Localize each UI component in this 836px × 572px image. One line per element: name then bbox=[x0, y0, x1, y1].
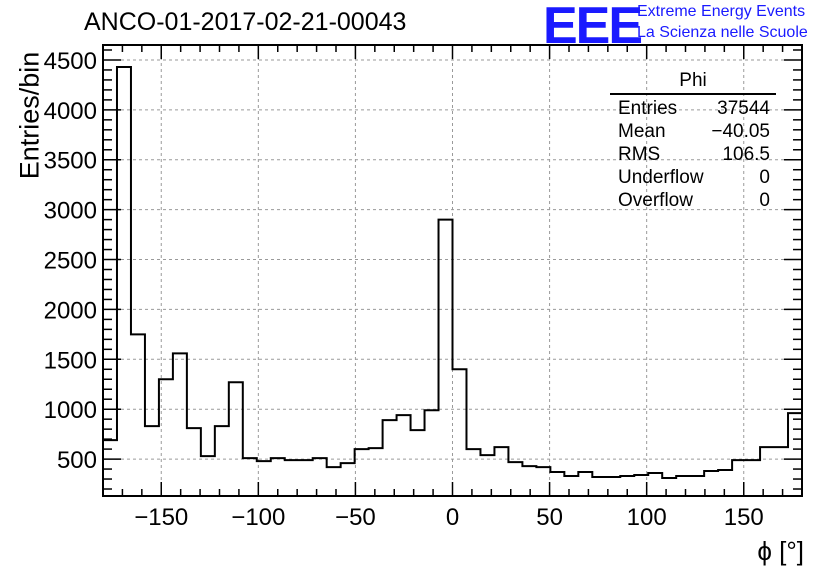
x-tick-label: 150 bbox=[724, 504, 764, 531]
stats-row-rms: RMS 106.5 bbox=[610, 143, 776, 166]
histogram-bin bbox=[117, 67, 131, 496]
histogram-bin bbox=[355, 449, 369, 496]
histogram-bin bbox=[704, 471, 718, 496]
x-tick-labels: −150 −100 −50 0 50 100 150 bbox=[134, 504, 764, 531]
stats-value: 0 bbox=[759, 190, 770, 211]
histogram-bin bbox=[425, 410, 439, 496]
y-tick-label: 2500 bbox=[44, 248, 97, 275]
y-tick-label: 500 bbox=[57, 447, 97, 474]
logo-line-2: La Scienza nelle Scuole bbox=[637, 24, 808, 41]
histogram-bin bbox=[313, 458, 327, 496]
histogram-bin bbox=[494, 447, 508, 496]
histogram-bin bbox=[327, 467, 341, 496]
stats-value: 37544 bbox=[717, 98, 770, 119]
histogram-bin bbox=[662, 478, 676, 496]
histogram-bin bbox=[229, 382, 243, 496]
eee-logo: EEE bbox=[543, 0, 643, 55]
histogram-bin bbox=[718, 470, 732, 496]
x-axis-label: ϕ [°] bbox=[757, 536, 804, 566]
stats-label: Underflow bbox=[618, 167, 704, 188]
stats-label: Mean bbox=[618, 121, 666, 142]
histogram-bin bbox=[648, 473, 662, 496]
y-tick-label: 3500 bbox=[44, 148, 97, 175]
stats-label: RMS bbox=[618, 144, 661, 165]
stats-row-mean: Mean −40.05 bbox=[610, 120, 776, 143]
stats-row-underflow: Underflow 0 bbox=[610, 166, 776, 189]
histogram-bin bbox=[215, 426, 229, 496]
stats-label: Entries bbox=[618, 98, 678, 119]
histogram-bin bbox=[131, 334, 145, 496]
y-tick-label: 2000 bbox=[44, 297, 97, 324]
histogram-bin bbox=[159, 379, 173, 496]
histogram-bin bbox=[369, 448, 383, 496]
stats-value: −40.05 bbox=[711, 121, 770, 142]
histogram-bin bbox=[243, 458, 257, 496]
x-tick-label: 100 bbox=[627, 504, 667, 531]
stats-row-overflow: Overflow 0 bbox=[610, 189, 776, 212]
histogram-bin bbox=[201, 456, 215, 496]
histogram-bin bbox=[299, 460, 313, 496]
histogram-bin bbox=[774, 447, 788, 496]
y-axis-label: Entries/bin bbox=[14, 51, 45, 180]
histogram-bin bbox=[466, 449, 480, 496]
y-tick-label: 4500 bbox=[44, 48, 97, 75]
y-tick-labels: 500 1000 1500 2000 2500 3000 3500 4000 4500 bbox=[44, 48, 97, 474]
histogram-bin bbox=[522, 466, 536, 496]
stats-row-entries: Entries 37544 bbox=[610, 97, 776, 120]
histogram-bin bbox=[788, 413, 802, 496]
x-tick-label: −150 bbox=[134, 504, 188, 531]
histogram-bin bbox=[592, 477, 606, 496]
logo-line-1: Extreme Energy Events bbox=[637, 3, 806, 20]
stats-box-title: Phi bbox=[610, 70, 776, 95]
y-tick-label: 1000 bbox=[44, 397, 97, 424]
histogram-bin bbox=[439, 220, 453, 496]
x-tick-label: 50 bbox=[536, 504, 563, 531]
y-tick-label: 1500 bbox=[44, 347, 97, 374]
x-tick-label: 0 bbox=[446, 504, 459, 531]
histogram-bin bbox=[480, 455, 494, 496]
stats-box: Phi Entries 37544 Mean −40.05 RMS 106.5 Und… bbox=[610, 70, 776, 212]
histogram-outline bbox=[103, 65, 802, 480]
histogram-bin bbox=[690, 476, 704, 496]
stats-value: 0 bbox=[759, 167, 770, 188]
chart-title: ANCO-01-2017-02-21-00043 bbox=[84, 8, 407, 36]
y-tick-label: 3000 bbox=[44, 198, 97, 225]
histogram-bin bbox=[760, 447, 774, 496]
x-tick-label: −50 bbox=[335, 504, 376, 531]
histogram-bin bbox=[173, 353, 187, 496]
histogram-bin bbox=[397, 415, 411, 496]
x-tick-label: −100 bbox=[231, 504, 285, 531]
histogram-bin bbox=[453, 369, 467, 496]
histogram-bin bbox=[676, 476, 690, 496]
y-tick-label: 4000 bbox=[44, 98, 97, 125]
stats-label: Overflow bbox=[618, 190, 693, 211]
axis-ticks bbox=[102, 45, 803, 496]
histogram-bin bbox=[550, 472, 564, 496]
histogram-bin bbox=[536, 467, 550, 496]
histogram-bin bbox=[341, 463, 355, 496]
stats-value: 106.5 bbox=[722, 144, 770, 165]
histogram-bin bbox=[145, 426, 159, 496]
histogram-bin bbox=[578, 472, 592, 496]
histogram-bin bbox=[383, 420, 397, 496]
histogram-bin bbox=[564, 476, 578, 496]
histogram-bin bbox=[746, 460, 760, 496]
histogram-bin bbox=[411, 430, 425, 496]
histogram-bin bbox=[187, 428, 201, 496]
